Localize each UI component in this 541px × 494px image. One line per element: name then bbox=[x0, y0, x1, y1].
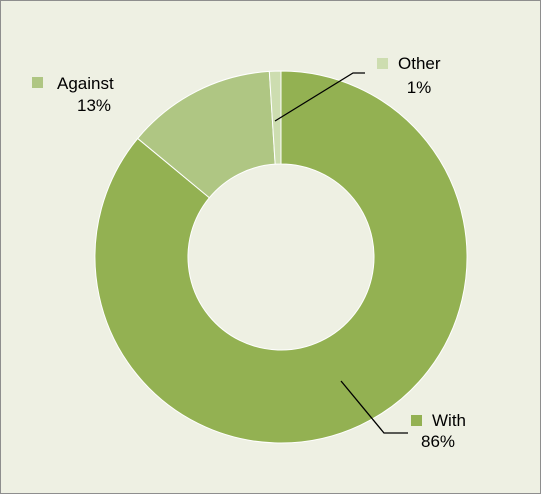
leader-line-with bbox=[340, 380, 408, 434]
with-label-name: With bbox=[432, 411, 466, 430]
other-label-value: 1% bbox=[407, 78, 432, 97]
with-swatch bbox=[411, 415, 422, 426]
against-swatch bbox=[32, 77, 43, 88]
other-swatch bbox=[377, 58, 388, 69]
leader-lines bbox=[274, 72, 408, 434]
donut-slices bbox=[94, 70, 468, 444]
against-label-value: 13% bbox=[77, 96, 111, 115]
with-label-value: 86% bbox=[421, 432, 455, 451]
against-label-name: Against bbox=[57, 74, 114, 93]
leader-line-other bbox=[274, 72, 365, 122]
other-label-name: Other bbox=[398, 54, 441, 73]
slice-with bbox=[94, 70, 468, 444]
data-labels: With 86% Against 13% Other 1% bbox=[32, 54, 466, 451]
slice-other bbox=[268, 70, 282, 165]
